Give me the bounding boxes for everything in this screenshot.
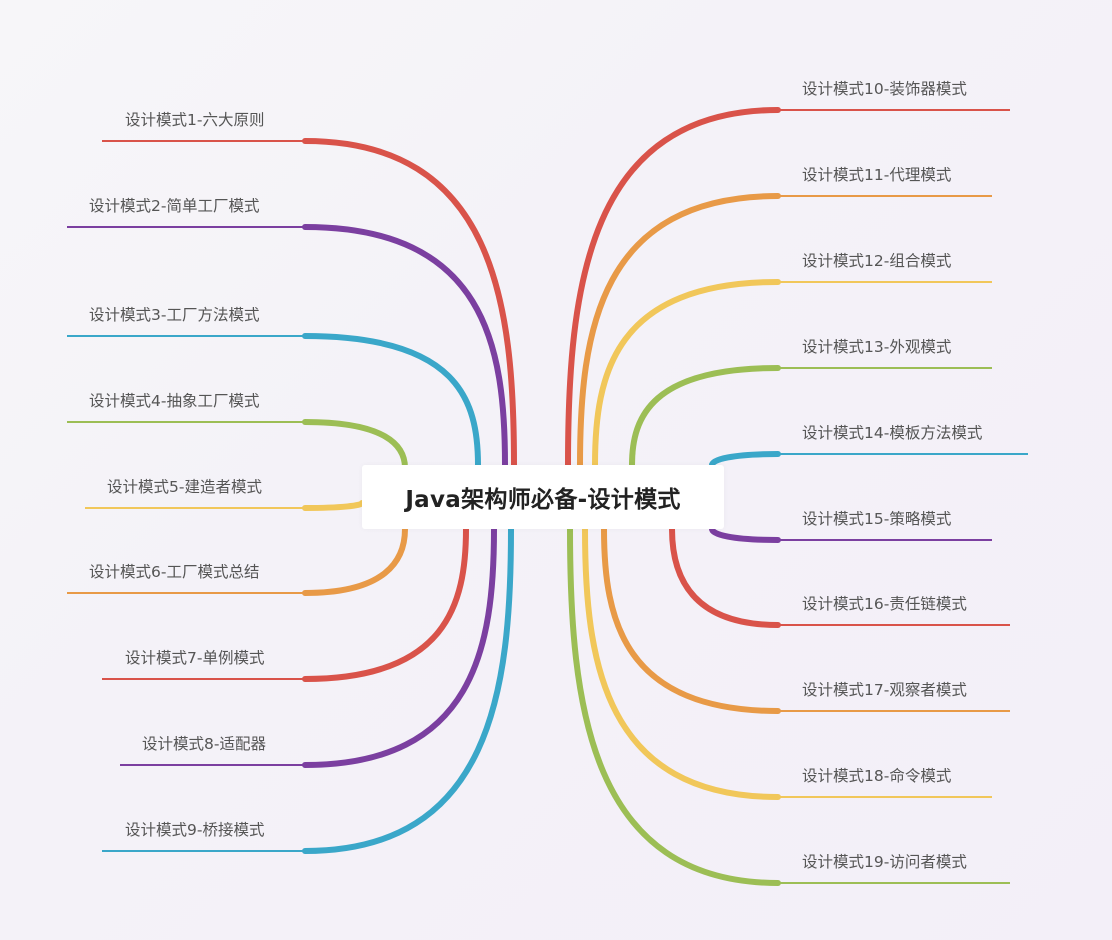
central-topic-node[interactable]: Java架构师必备-设计模式: [362, 465, 724, 529]
branch-curve-right-7: [669, 526, 781, 628]
branch-curve-left-9: [302, 526, 514, 854]
branch-label-right-3[interactable]: 设计模式12-组合模式: [802, 252, 951, 270]
branch-label-left-1[interactable]: 设计模式1-六大原则: [125, 111, 264, 129]
branch-label-right-10[interactable]: 设计模式19-访问者模式: [802, 853, 967, 871]
branch-curve-left-3: [302, 333, 481, 468]
branch-label-right-4[interactable]: 设计模式13-外观模式: [802, 338, 951, 356]
branch-curve-right-2: [577, 193, 781, 468]
branch-curve-right-6: [709, 526, 781, 543]
branch-label-left-2[interactable]: 设计模式2-简单工厂模式: [89, 197, 259, 215]
branch-curve-left-8: [302, 526, 497, 768]
branch-label-left-5[interactable]: 设计模式5-建造者模式: [107, 478, 262, 496]
branch-curve-right-4: [629, 365, 781, 468]
branch-label-right-6[interactable]: 设计模式15-策略模式: [802, 510, 951, 528]
branch-curve-left-5: [302, 500, 365, 511]
branch-curve-left-7: [302, 526, 469, 682]
branch-curve-right-10: [567, 526, 781, 886]
branch-curve-right-1: [565, 107, 781, 468]
branch-curve-left-1: [302, 138, 517, 468]
branch-label-right-2[interactable]: 设计模式11-代理模式: [802, 166, 951, 184]
branch-curve-right-8: [601, 526, 781, 714]
branch-label-right-7[interactable]: 设计模式16-责任链模式: [802, 595, 967, 613]
central-topic-title: Java架构师必备-设计模式: [405, 487, 681, 513]
branch-label-left-6[interactable]: 设计模式6-工厂模式总结: [89, 563, 259, 581]
branch-curve-right-5: [709, 451, 781, 468]
branch-curve-left-4: [302, 419, 408, 471]
branch-curve-right-3: [592, 279, 781, 468]
branch-curve-left-6: [302, 526, 408, 596]
branch-label-right-9[interactable]: 设计模式18-命令模式: [802, 767, 951, 785]
branch-label-left-7[interactable]: 设计模式7-单例模式: [125, 649, 264, 667]
branch-label-left-9[interactable]: 设计模式9-桥接模式: [125, 821, 264, 839]
branch-curve-right-9: [582, 526, 781, 800]
branch-label-left-4[interactable]: 设计模式4-抽象工厂模式: [89, 392, 259, 410]
branch-label-right-5[interactable]: 设计模式14-模板方法模式: [802, 424, 982, 442]
branch-label-right-1[interactable]: 设计模式10-装饰器模式: [802, 80, 967, 98]
branch-label-right-8[interactable]: 设计模式17-观察者模式: [802, 681, 967, 699]
branch-label-left-3[interactable]: 设计模式3-工厂方法模式: [89, 306, 259, 324]
branch-layer: 设计模式1-六大原则设计模式2-简单工厂模式设计模式3-工厂方法模式设计模式4-…: [67, 80, 1028, 886]
branch-label-left-8[interactable]: 设计模式8-适配器: [142, 735, 266, 753]
branch-curve-left-2: [302, 224, 508, 468]
